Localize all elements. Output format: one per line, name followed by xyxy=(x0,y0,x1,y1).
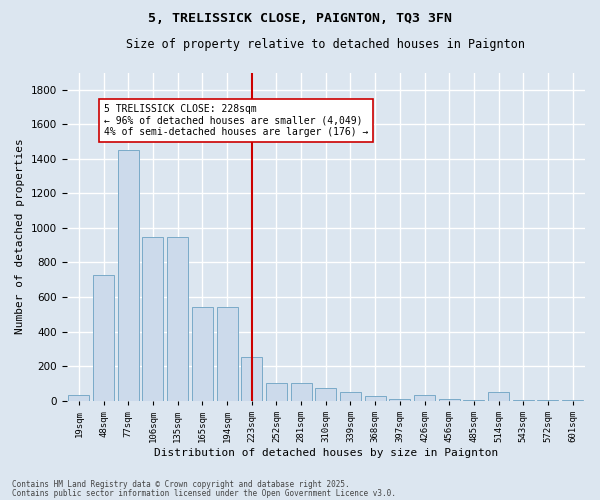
Bar xyxy=(241,358,262,401)
Text: 5 TRELISSICK CLOSE: 228sqm
← 96% of detached houses are smaller (4,049)
4% of se: 5 TRELISSICK CLOSE: 228sqm ← 96% of deta… xyxy=(104,104,368,137)
Bar xyxy=(389,399,410,400)
Bar xyxy=(192,308,213,400)
Bar xyxy=(290,384,311,400)
Bar xyxy=(414,396,435,400)
Bar xyxy=(217,308,238,400)
Text: Contains public sector information licensed under the Open Government Licence v3: Contains public sector information licen… xyxy=(12,488,396,498)
Bar xyxy=(93,274,114,400)
Bar xyxy=(315,388,336,400)
Bar xyxy=(365,396,386,400)
Bar xyxy=(266,384,287,400)
Bar xyxy=(68,396,89,400)
Title: Size of property relative to detached houses in Paignton: Size of property relative to detached ho… xyxy=(126,38,525,51)
Bar xyxy=(167,236,188,400)
Bar xyxy=(439,399,460,400)
Bar xyxy=(488,392,509,400)
Bar xyxy=(340,392,361,400)
Text: 5, TRELISSICK CLOSE, PAIGNTON, TQ3 3FN: 5, TRELISSICK CLOSE, PAIGNTON, TQ3 3FN xyxy=(148,12,452,26)
Bar xyxy=(118,150,139,401)
Y-axis label: Number of detached properties: Number of detached properties xyxy=(15,138,25,334)
Text: Contains HM Land Registry data © Crown copyright and database right 2025.: Contains HM Land Registry data © Crown c… xyxy=(12,480,350,489)
Bar xyxy=(142,236,163,400)
X-axis label: Distribution of detached houses by size in Paignton: Distribution of detached houses by size … xyxy=(154,448,498,458)
